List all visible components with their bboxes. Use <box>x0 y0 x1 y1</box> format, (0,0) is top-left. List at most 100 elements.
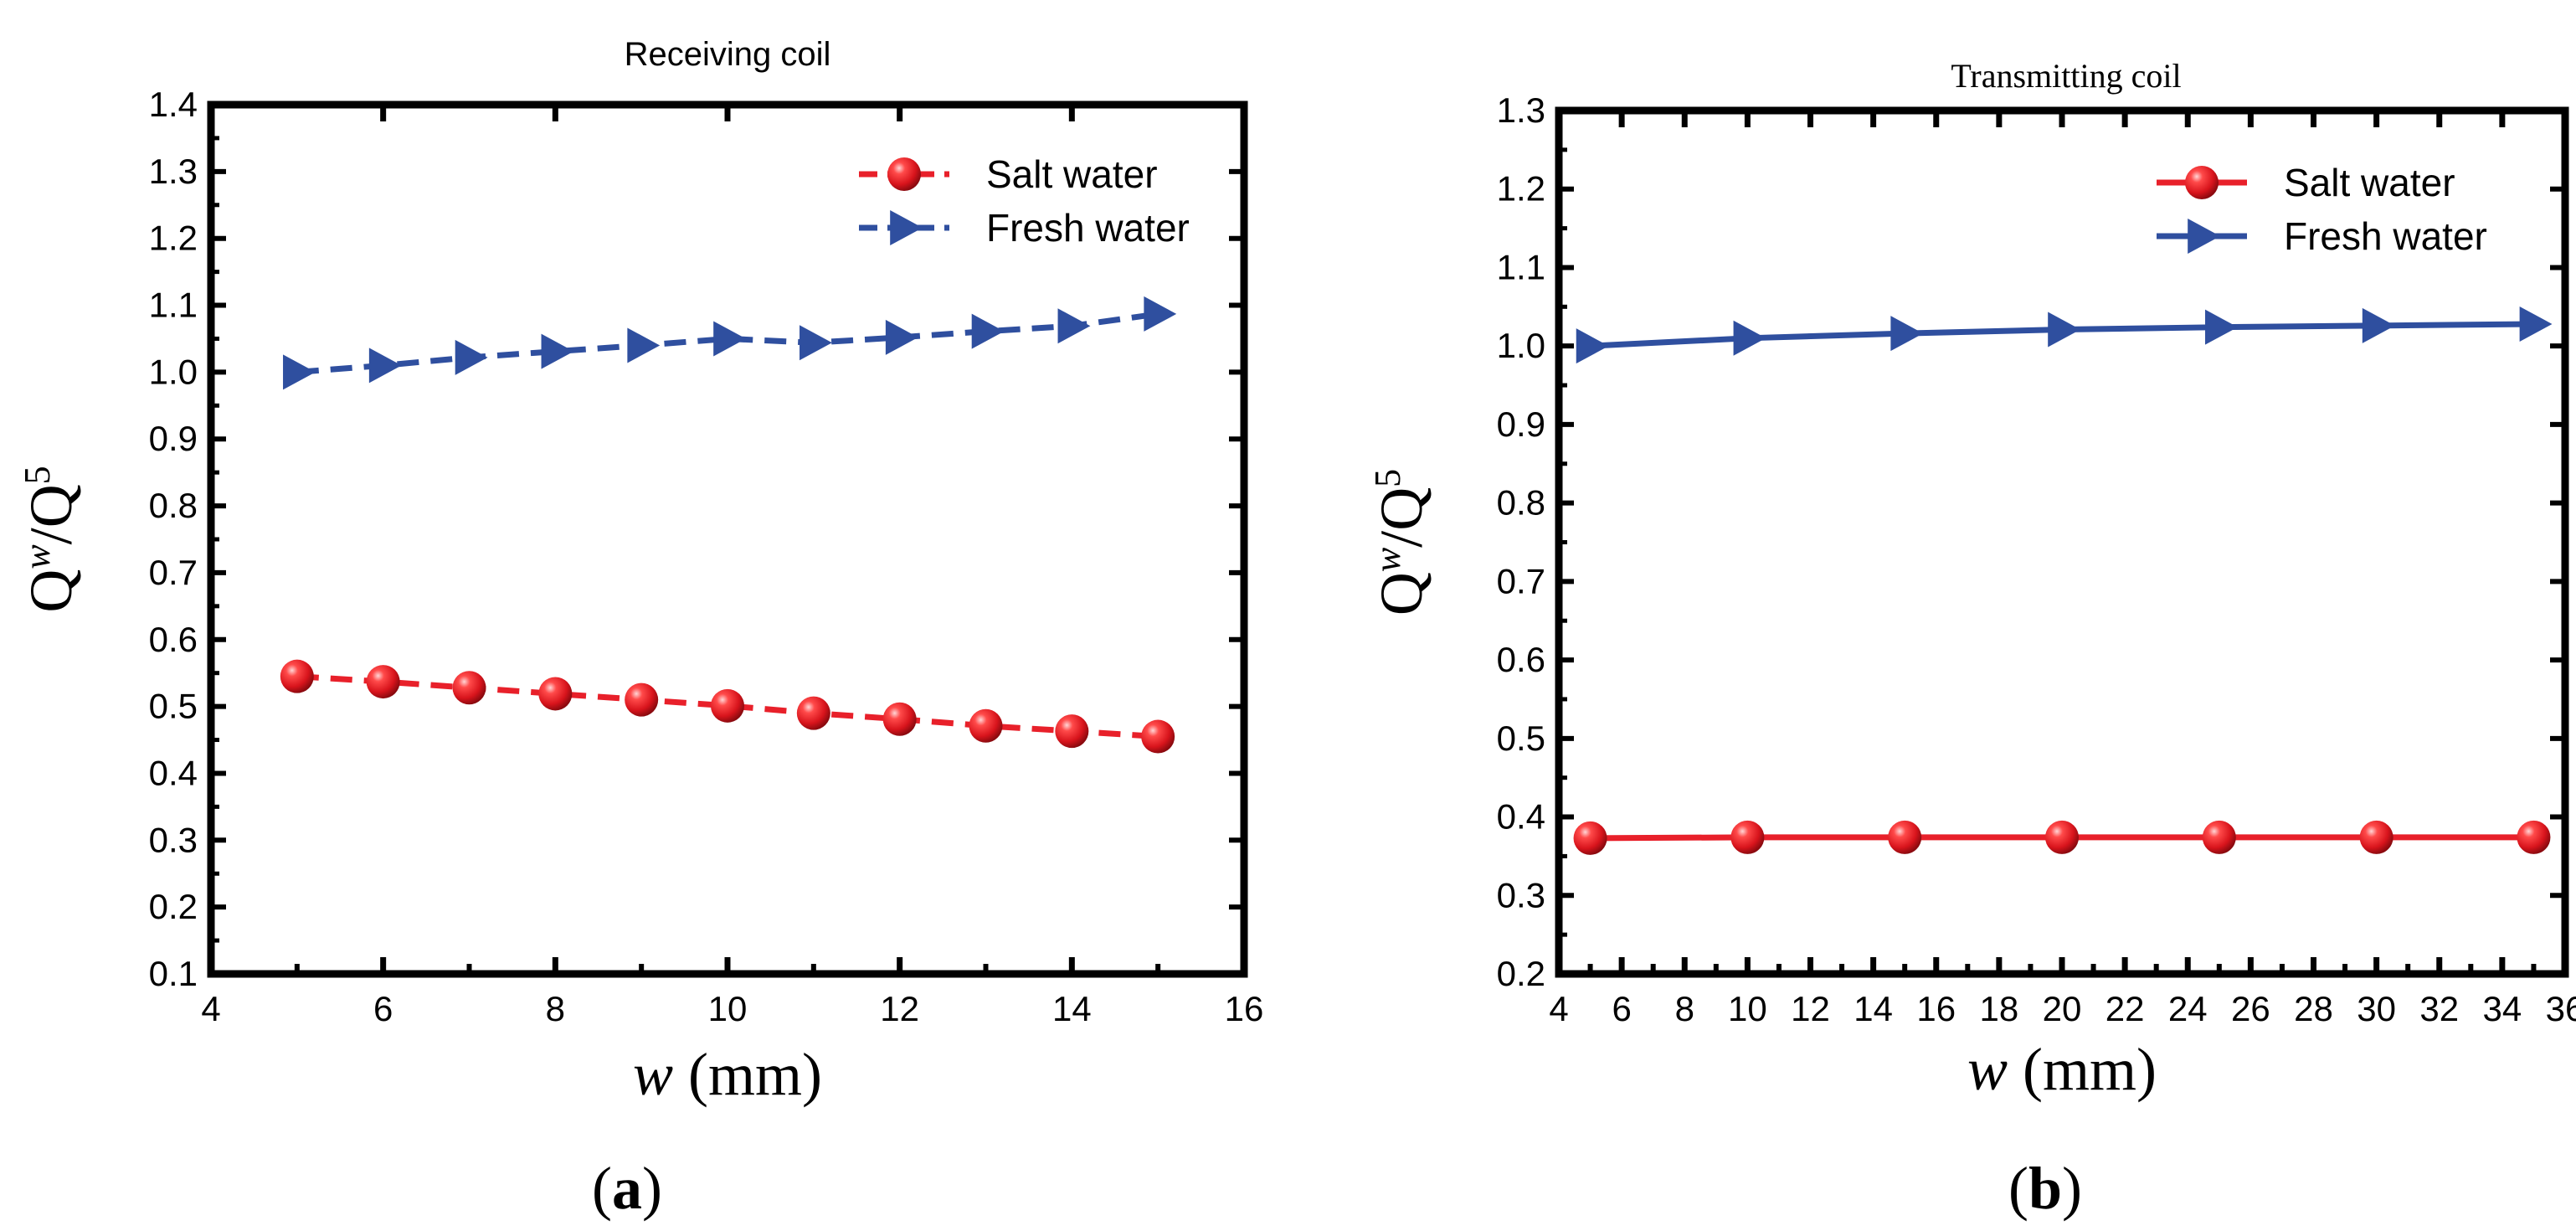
data-point <box>1576 328 1609 364</box>
x-tick-label: 28 <box>2294 989 2333 1028</box>
legend-label-fresh-water: Fresh water <box>2284 214 2487 258</box>
x-tick-label: 4 <box>201 989 220 1028</box>
series-fresh-water <box>283 296 1177 390</box>
y-tick-label: 0.6 <box>1497 640 1545 679</box>
data-point <box>625 682 659 717</box>
x-axis-label: w (mm) <box>1967 1036 2157 1103</box>
data-point <box>2519 306 2553 342</box>
data-point <box>538 677 573 711</box>
data-point <box>366 665 400 699</box>
series-salt-water <box>1573 820 2551 855</box>
x-tick-label: 26 <box>2231 989 2270 1028</box>
y-tick-label: 0.6 <box>149 620 198 659</box>
x-tick-label: 22 <box>2106 989 2145 1028</box>
x-tick-label: 8 <box>546 989 565 1028</box>
data-point <box>2045 820 2079 854</box>
x-tick-label: 4 <box>1549 989 1568 1028</box>
chart-title: Receiving coil <box>625 36 831 73</box>
panel-b: Transmitting coil 0.2 0.3 0.4 0.5 0.6 0.7 0.8 0.… <box>1367 57 2576 1222</box>
panel-label-close: ) <box>2062 1155 2082 1222</box>
data-point <box>1733 320 1766 356</box>
y-tick-label: 1.3 <box>1497 90 1545 130</box>
data-point <box>1141 719 1175 754</box>
legend-marker-salt-water <box>2185 166 2219 199</box>
data-point <box>368 348 402 384</box>
y-tick-label: 0.8 <box>149 486 198 525</box>
series-salt-water <box>280 659 1175 754</box>
y-tick-label: 0.9 <box>149 419 198 458</box>
panel-label: (a) <box>592 1155 662 1222</box>
y-axis-label-sup-5: 5 <box>1367 469 1408 487</box>
data-point <box>2205 309 2238 345</box>
y-axis-label-sup-w: w <box>1367 547 1408 572</box>
y-axis-label-sup-5: 5 <box>17 466 58 484</box>
panel-label-close: ) <box>642 1155 662 1222</box>
data-point <box>796 696 830 730</box>
x-tick-label: 6 <box>373 989 393 1028</box>
panel-label-open: ( <box>592 1155 612 1222</box>
y-tick-label: 0.3 <box>149 820 198 859</box>
data-point <box>713 321 747 357</box>
y-tick-label: 1.0 <box>1497 326 1545 365</box>
y-axis-label-slash: /Q <box>18 484 85 544</box>
legend: Salt water Fresh water <box>859 152 1190 250</box>
x-tick-label: 10 <box>1728 989 1767 1028</box>
x-axis-label: w (mm) <box>633 1041 822 1108</box>
data-point <box>1057 308 1091 344</box>
data-point <box>541 333 574 369</box>
x-tick-label: 10 <box>708 989 748 1028</box>
data-point <box>1055 714 1089 749</box>
chart-title: Transmitting coil <box>1951 57 2181 95</box>
x-tick-label: 30 <box>2357 989 2396 1028</box>
series-line <box>296 311 1159 375</box>
legend-label-salt-water: Salt water <box>986 152 1158 196</box>
x-tick-label: 12 <box>1791 989 1830 1028</box>
x-tick-label: 20 <box>2043 989 2082 1028</box>
y-tick-label: 0.3 <box>1497 875 1545 914</box>
x-tick-label: 32 <box>2419 989 2459 1028</box>
legend-marker-fresh-water <box>890 210 923 245</box>
data-point <box>885 319 918 355</box>
legend-marker-salt-water <box>887 157 921 191</box>
x-tick-label: 18 <box>1980 989 2019 1028</box>
y-axis-label-base: Q <box>18 569 85 613</box>
y-tick-label: 1.1 <box>149 286 198 325</box>
y-tick-label: 0.1 <box>149 954 198 993</box>
x-axis-label-unit: (mm) <box>673 1041 822 1108</box>
data-point <box>1890 316 1924 352</box>
data-point <box>283 354 316 390</box>
panel-label: (b) <box>2008 1155 2082 1222</box>
data-point <box>627 327 661 363</box>
x-tick-label: 36 <box>2546 989 2576 1028</box>
y-tick-label: 0.4 <box>149 753 198 792</box>
data-point <box>800 325 832 361</box>
legend-label-salt-water: Salt water <box>2284 161 2455 204</box>
legend-label-fresh-water: Fresh water <box>986 206 1190 250</box>
panel-label-letter: b <box>2028 1155 2062 1222</box>
data-point <box>1888 820 1922 854</box>
data-point <box>452 671 486 705</box>
x-tick-label: 14 <box>1854 989 1893 1028</box>
data-point <box>2048 312 2081 348</box>
data-point <box>2517 820 2551 854</box>
y-tick-label: 0.9 <box>1497 404 1545 444</box>
x-tick-label: 6 <box>1612 989 1631 1028</box>
y-tick-label: 0.8 <box>1497 483 1545 523</box>
series-line <box>296 673 1159 740</box>
y-axis-label: Qw/Q5 <box>1367 469 1435 616</box>
y-tick-label: 0.4 <box>1497 797 1545 837</box>
data-point <box>2362 307 2395 343</box>
y-tick-label: 0.5 <box>149 687 198 726</box>
x-tick-label: 16 <box>1916 989 1956 1028</box>
x-tick-label: 24 <box>2168 989 2208 1028</box>
y-tick-label: 1.4 <box>149 85 198 124</box>
y-axis-label-slash: /Q <box>1368 487 1435 548</box>
data-point <box>2202 820 2236 854</box>
data-point <box>1144 296 1177 332</box>
y-tick-label: 1.1 <box>1497 247 1545 286</box>
y-tick-label: 1.2 <box>149 219 198 258</box>
y-tick-label: 1.3 <box>149 152 198 191</box>
y-tick-label: 0.5 <box>1497 719 1545 758</box>
legend-marker-fresh-water <box>2188 219 2221 254</box>
x-axis-label-var: w <box>1967 1036 2008 1103</box>
